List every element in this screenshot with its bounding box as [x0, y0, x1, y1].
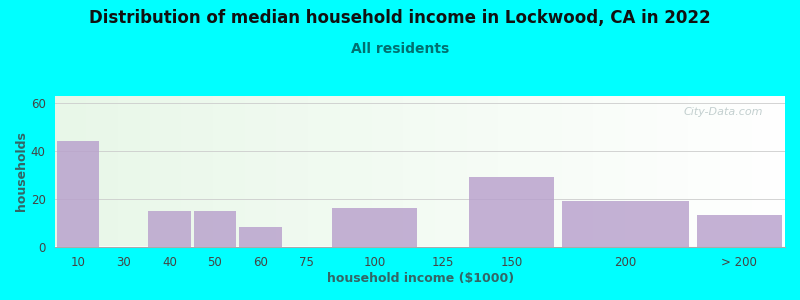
Text: All residents: All residents: [351, 42, 449, 56]
Text: City-Data.com: City-Data.com: [684, 106, 763, 116]
Text: Distribution of median household income in Lockwood, CA in 2022: Distribution of median household income …: [89, 9, 711, 27]
X-axis label: household income ($1000): household income ($1000): [326, 272, 514, 285]
Bar: [697, 215, 782, 247]
Bar: [57, 141, 99, 247]
Bar: [194, 211, 236, 247]
Bar: [562, 201, 689, 247]
Bar: [469, 177, 554, 247]
Bar: [332, 208, 417, 247]
Bar: [148, 211, 190, 247]
Y-axis label: households: households: [15, 131, 28, 211]
Bar: [239, 227, 282, 247]
